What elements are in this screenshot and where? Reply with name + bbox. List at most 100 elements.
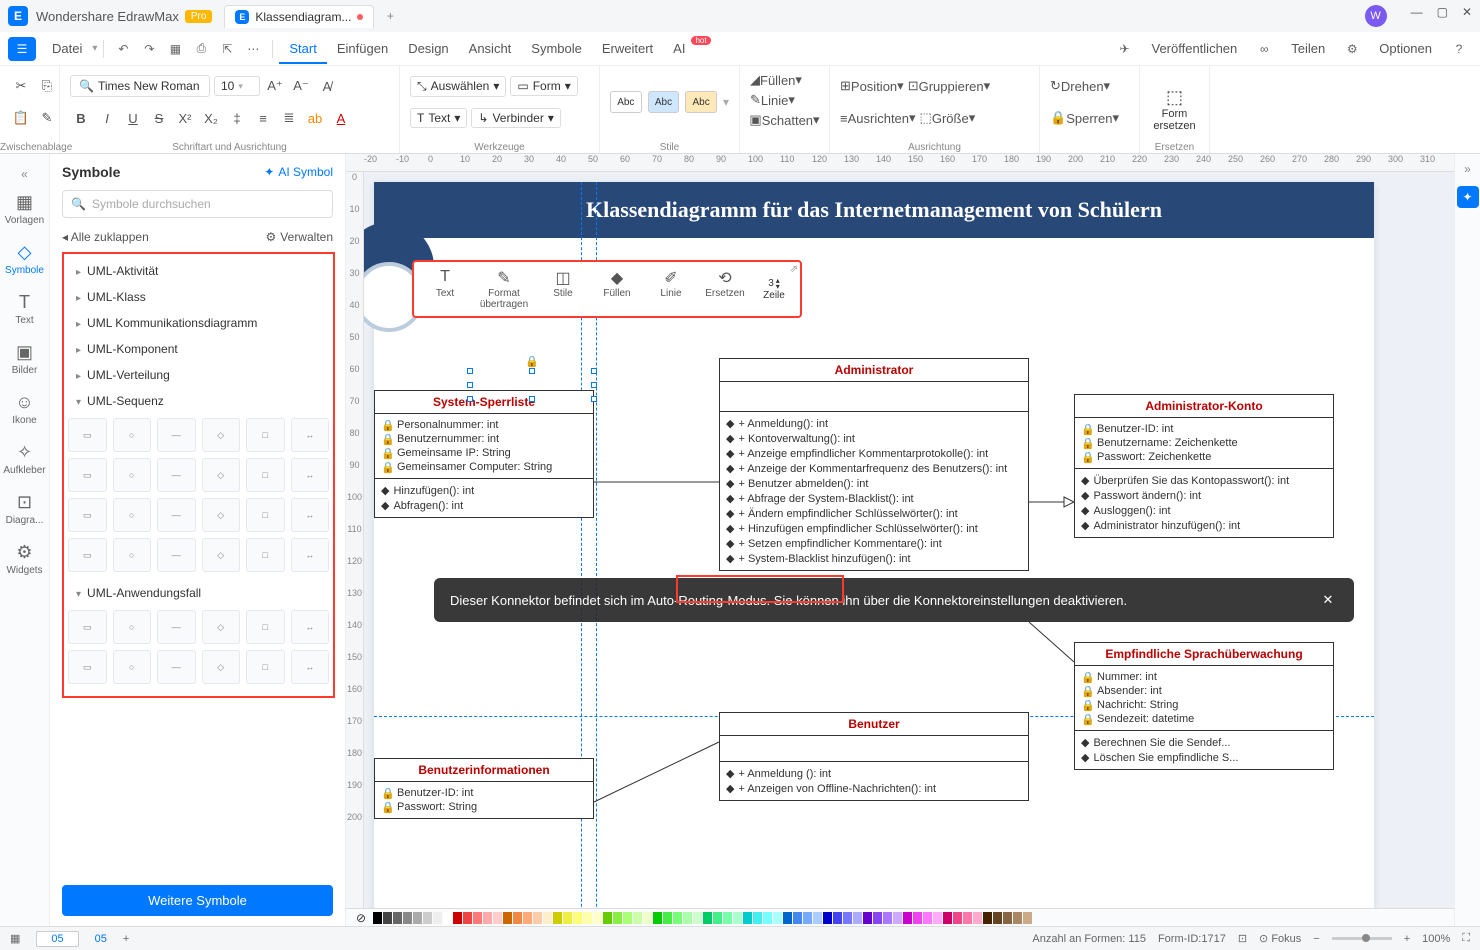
color-swatch[interactable] [583,912,592,924]
color-swatch[interactable] [743,912,752,924]
nav-bilder[interactable]: ▣Bilder [3,336,47,382]
nav-symbole[interactable]: ◇Symbole [3,236,47,282]
symbol-shape[interactable]: — [157,418,196,452]
color-swatch[interactable] [533,912,542,924]
clear-format-button[interactable]: A̸ [316,75,338,97]
symbol-shape[interactable]: □ [246,458,285,492]
replace-button[interactable]: Form ersetzen [1153,108,1195,132]
menu-ansicht[interactable]: Ansicht [459,41,522,56]
color-swatch[interactable] [723,912,732,924]
color-swatch[interactable] [1023,912,1032,924]
help-button[interactable]: ? [1449,39,1469,59]
symbol-shape[interactable]: ○ [113,458,152,492]
size-button[interactable]: ⬚ Größe ▾ [920,107,976,129]
highlight-button[interactable]: ab [304,107,326,129]
menu-design[interactable]: Design [398,41,458,56]
fit-button[interactable]: ⊡ [1238,932,1247,945]
symbol-shape[interactable]: □ [246,418,285,452]
symbol-shape[interactable]: □ [246,610,285,644]
symbol-shape[interactable]: ◇ [202,650,241,684]
color-swatch[interactable] [673,912,682,924]
ft-fill[interactable]: ◆Füllen [592,268,642,310]
symbol-shape[interactable]: ○ [113,498,152,532]
symbol-shape[interactable]: ○ [113,610,152,644]
export-button[interactable]: ⇱ [217,39,237,59]
menu-start[interactable]: Start [279,41,326,64]
color-swatch[interactable] [963,912,972,924]
zoom-slider[interactable] [1332,937,1392,940]
symbol-shape[interactable]: ○ [113,538,152,572]
superscript-button[interactable]: X² [174,107,196,129]
strike-button[interactable]: S [148,107,170,129]
page-tab-2[interactable]: 05 [95,933,107,945]
nav-aufkleber[interactable]: ✧Aufkleber [3,436,47,482]
color-swatch[interactable] [593,912,602,924]
color-swatch[interactable] [453,912,462,924]
color-swatch[interactable] [823,912,832,924]
style-2[interactable]: Abc [648,91,680,113]
nav-diagra...[interactable]: ⊡Diagra... [3,486,47,532]
share-button[interactable]: Teilen [1281,41,1335,56]
menu-erweitert[interactable]: Erweitert [592,41,663,56]
shadow-button[interactable]: ▣ Schatten ▾ [750,109,819,131]
symbol-shape[interactable]: — [157,610,196,644]
bold-button[interactable]: B [70,107,92,129]
symbol-category[interactable]: UML-Sequenz [68,388,329,414]
color-swatch[interactable] [763,912,772,924]
select-tool[interactable]: ⤡ Auswählen ▾ [410,76,506,97]
cut-button[interactable]: ✂ [10,75,32,97]
symbol-shape[interactable]: ↔ [291,610,330,644]
fullscreen-button[interactable]: ⛶ [1462,932,1470,945]
color-swatch[interactable] [483,912,492,924]
symbol-shape[interactable]: □ [246,498,285,532]
maximize-button[interactable]: ▢ [1437,5,1448,27]
symbol-shape[interactable]: ▭ [68,610,107,644]
color-swatch[interactable] [1013,912,1022,924]
document-tab[interactable]: E Klassendiagram... [224,5,374,28]
color-swatch[interactable] [993,912,1002,924]
decrease-font-button[interactable]: A⁻ [290,75,312,97]
color-swatch[interactable] [433,912,442,924]
color-swatch[interactable] [683,912,692,924]
symbol-category[interactable]: UML-Komponent [68,336,329,362]
color-swatch[interactable] [573,912,582,924]
nav-ikone[interactable]: ☺Ikone [3,386,47,432]
color-swatch[interactable] [373,912,382,924]
font-color-button[interactable]: A [330,107,352,129]
color-swatch[interactable] [603,912,612,924]
color-swatch[interactable] [943,912,952,924]
symbol-shape[interactable]: ↔ [291,418,330,452]
color-swatch[interactable] [663,912,672,924]
uml-system-sperrliste[interactable]: System-Sperrliste 🔒Personalnummer: int🔒B… [374,390,594,518]
color-swatch[interactable] [843,912,852,924]
nav-widgets[interactable]: ⚙Widgets [3,536,47,582]
symbol-shape[interactable]: — [157,650,196,684]
fill-button[interactable]: ◢ Füllen ▾ [750,69,802,91]
share-icon[interactable]: ⋯ [243,39,263,59]
spacing-button[interactable]: ‡ [226,107,248,129]
text-tool[interactable]: T Text ▾ [410,108,467,128]
color-swatch[interactable] [1003,912,1012,924]
ft-format[interactable]: ✎Format übertragen [474,268,534,310]
color-swatch[interactable] [473,912,482,924]
underline-button[interactable]: U [122,107,144,129]
symbol-category[interactable]: UML-Anwendungsfall [68,580,329,606]
zoom-out-button[interactable]: − [1313,933,1319,945]
color-swatch[interactable] [413,912,422,924]
color-swatch[interactable] [923,912,932,924]
symbol-category[interactable]: UML-Klass [68,284,329,310]
lock-button[interactable]: 🔒 Sperren ▾ [1050,107,1119,129]
color-swatch[interactable] [883,912,892,924]
connector-tool[interactable]: ↳ Verbinder ▾ [471,108,560,128]
align-button[interactable]: ≣ [278,107,300,129]
pin-icon[interactable]: ⇗ [790,264,798,275]
symbol-shape[interactable]: □ [246,538,285,572]
color-swatch[interactable] [713,912,722,924]
color-swatch[interactable] [953,912,962,924]
ai-symbol-button[interactable]: ✦ AI Symbol [264,165,333,179]
color-swatch[interactable] [973,912,982,924]
symbol-shape[interactable]: ○ [113,418,152,452]
file-menu[interactable]: Datei [42,41,92,56]
color-swatch[interactable] [753,912,762,924]
symbol-shape[interactable]: ▭ [68,538,107,572]
